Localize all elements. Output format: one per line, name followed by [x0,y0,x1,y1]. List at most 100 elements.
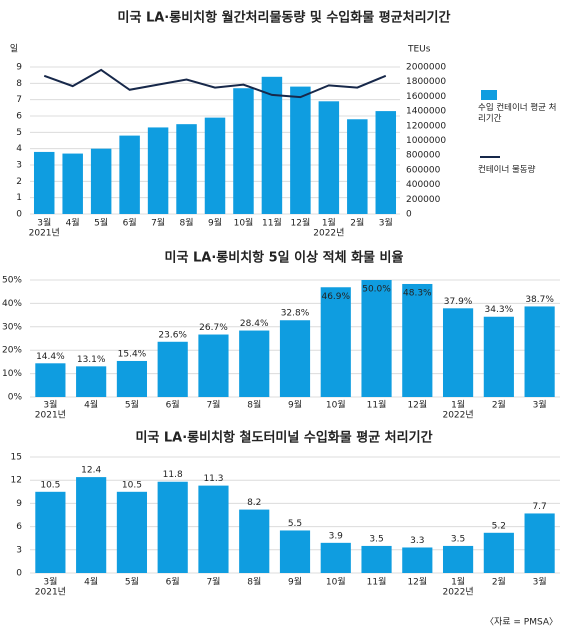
bar [261,76,283,214]
y2-tick-label: 0 [406,210,412,220]
x-tick-label: 3월 [43,399,57,411]
x-tick-label: 4월 [66,217,80,229]
bar [62,153,83,214]
data-label: 10.5 [122,480,142,490]
data-label: 12.4 [81,466,101,476]
x-tick-label: 9월 [208,217,222,229]
bar [198,485,229,573]
bar [33,151,55,214]
data-label: 28.4% [240,319,269,329]
bar [402,283,433,397]
bar [524,306,555,397]
data-label: 26.7% [199,323,228,333]
bar [157,341,188,397]
x-tick-label: 2월 [492,576,506,588]
x-year-label: 2022년 [442,410,473,421]
y-tick-label: 9 [16,63,22,73]
x-tick-label: 6월 [123,217,137,229]
y-tick-label: 3 [16,545,22,555]
x-tick-label: 2월 [350,217,364,229]
x-tick-label: 10월 [326,399,346,411]
x-tick-label: 3월 [533,399,547,411]
x-tick-label: 8월 [247,576,261,588]
x-tick-label: 1월 [451,399,465,411]
data-label: 37.9% [444,297,473,307]
y-tick-label: 5 [16,128,22,138]
y-tick-label: 0 [16,210,22,220]
bar [524,513,555,573]
y-axis-label: 일 [10,44,18,55]
x-tick-label: 7월 [151,217,165,229]
data-label: 34.3% [485,305,514,315]
y-tick-label: 0 [16,569,22,579]
y2-tick-label: 1400000 [406,107,446,117]
x-tick-label: 6월 [166,399,180,411]
bar [442,545,474,573]
x-tick-label: 7월 [206,399,220,411]
data-label: 3.3 [410,536,424,546]
bar [90,148,112,214]
y2-tick-label: 200000 [406,195,441,205]
bar [483,316,514,397]
legend-entry: 수입 컨테이너 평균 처리기간 [478,103,557,124]
x-year-label: 2021년 [35,410,66,421]
x-tick-label: 3월 [43,576,57,588]
data-label: 5.5 [288,519,302,529]
x-tick-label: 4월 [84,576,98,588]
data-label: 13.1% [77,355,106,365]
bar [375,111,397,214]
legend-label: 컨테이너 물동량 [478,165,536,175]
data-label: 5.2 [492,521,506,531]
bar [279,530,311,573]
bar [147,127,169,214]
y-tick-label: 10% [2,369,22,379]
x-tick-label: 1월 [451,576,465,588]
y-tick-label: 7 [16,95,22,105]
bar [157,481,188,573]
x-tick-label: 11월 [367,576,387,588]
data-label: 48.3% [403,288,432,298]
bar [116,491,148,573]
y-tick-label: 2 [16,177,22,187]
x-tick-label: 10월 [234,217,254,229]
x-tick-label: 4월 [84,399,98,411]
legend-label: 수입 컨테이너 평균 처리기간 [478,103,557,124]
legend-swatch [481,90,497,100]
x-tick-label: 5월 [125,399,139,411]
bar [347,119,368,214]
y-tick-label: 8 [16,79,22,89]
x-tick-label: 5월 [94,217,108,229]
x-tick-label: 12월 [407,576,427,588]
bar [290,86,311,214]
data-label: 14.4% [36,352,65,362]
bar [116,360,148,397]
x-tick-label: 8월 [247,399,261,411]
y-tick-label: 6 [16,112,22,122]
y-tick-label: 50% [2,276,22,286]
y-tick-label: 4 [16,144,22,154]
x-tick-label: 5월 [125,576,139,588]
y2-axis-label: TEUs [407,45,431,55]
chart-title: 미국 LA·롱비치항 철도터미널 수입화물 평균 처리기간 [135,430,432,446]
bar [76,477,107,573]
y2-tick-label: 1200000 [406,121,446,131]
source-note: 〈자료 = PMSA〉 [485,617,558,628]
y2-tick-label: 800000 [406,151,441,161]
data-label: 8.2 [247,498,261,508]
y-tick-label: 30% [2,322,22,332]
bar [233,88,254,214]
bar [76,366,107,397]
bar [35,491,66,573]
chart-title: 미국 LA·롱비치항 월간처리물동량 및 수입화물 평균처리기간 [118,10,451,26]
x-tick-label: 2월 [492,399,506,411]
y-tick-label: 1 [16,193,22,203]
x-tick-label: 7월 [206,576,220,588]
bar [320,542,351,573]
y-tick-label: 12 [11,476,22,486]
bar [483,532,514,573]
x-tick-label: 9월 [288,576,302,588]
y-tick-label: 6 [16,522,22,532]
bar [176,124,197,214]
y2-tick-label: 1800000 [406,77,446,87]
x-tick-label: 6월 [166,576,180,588]
